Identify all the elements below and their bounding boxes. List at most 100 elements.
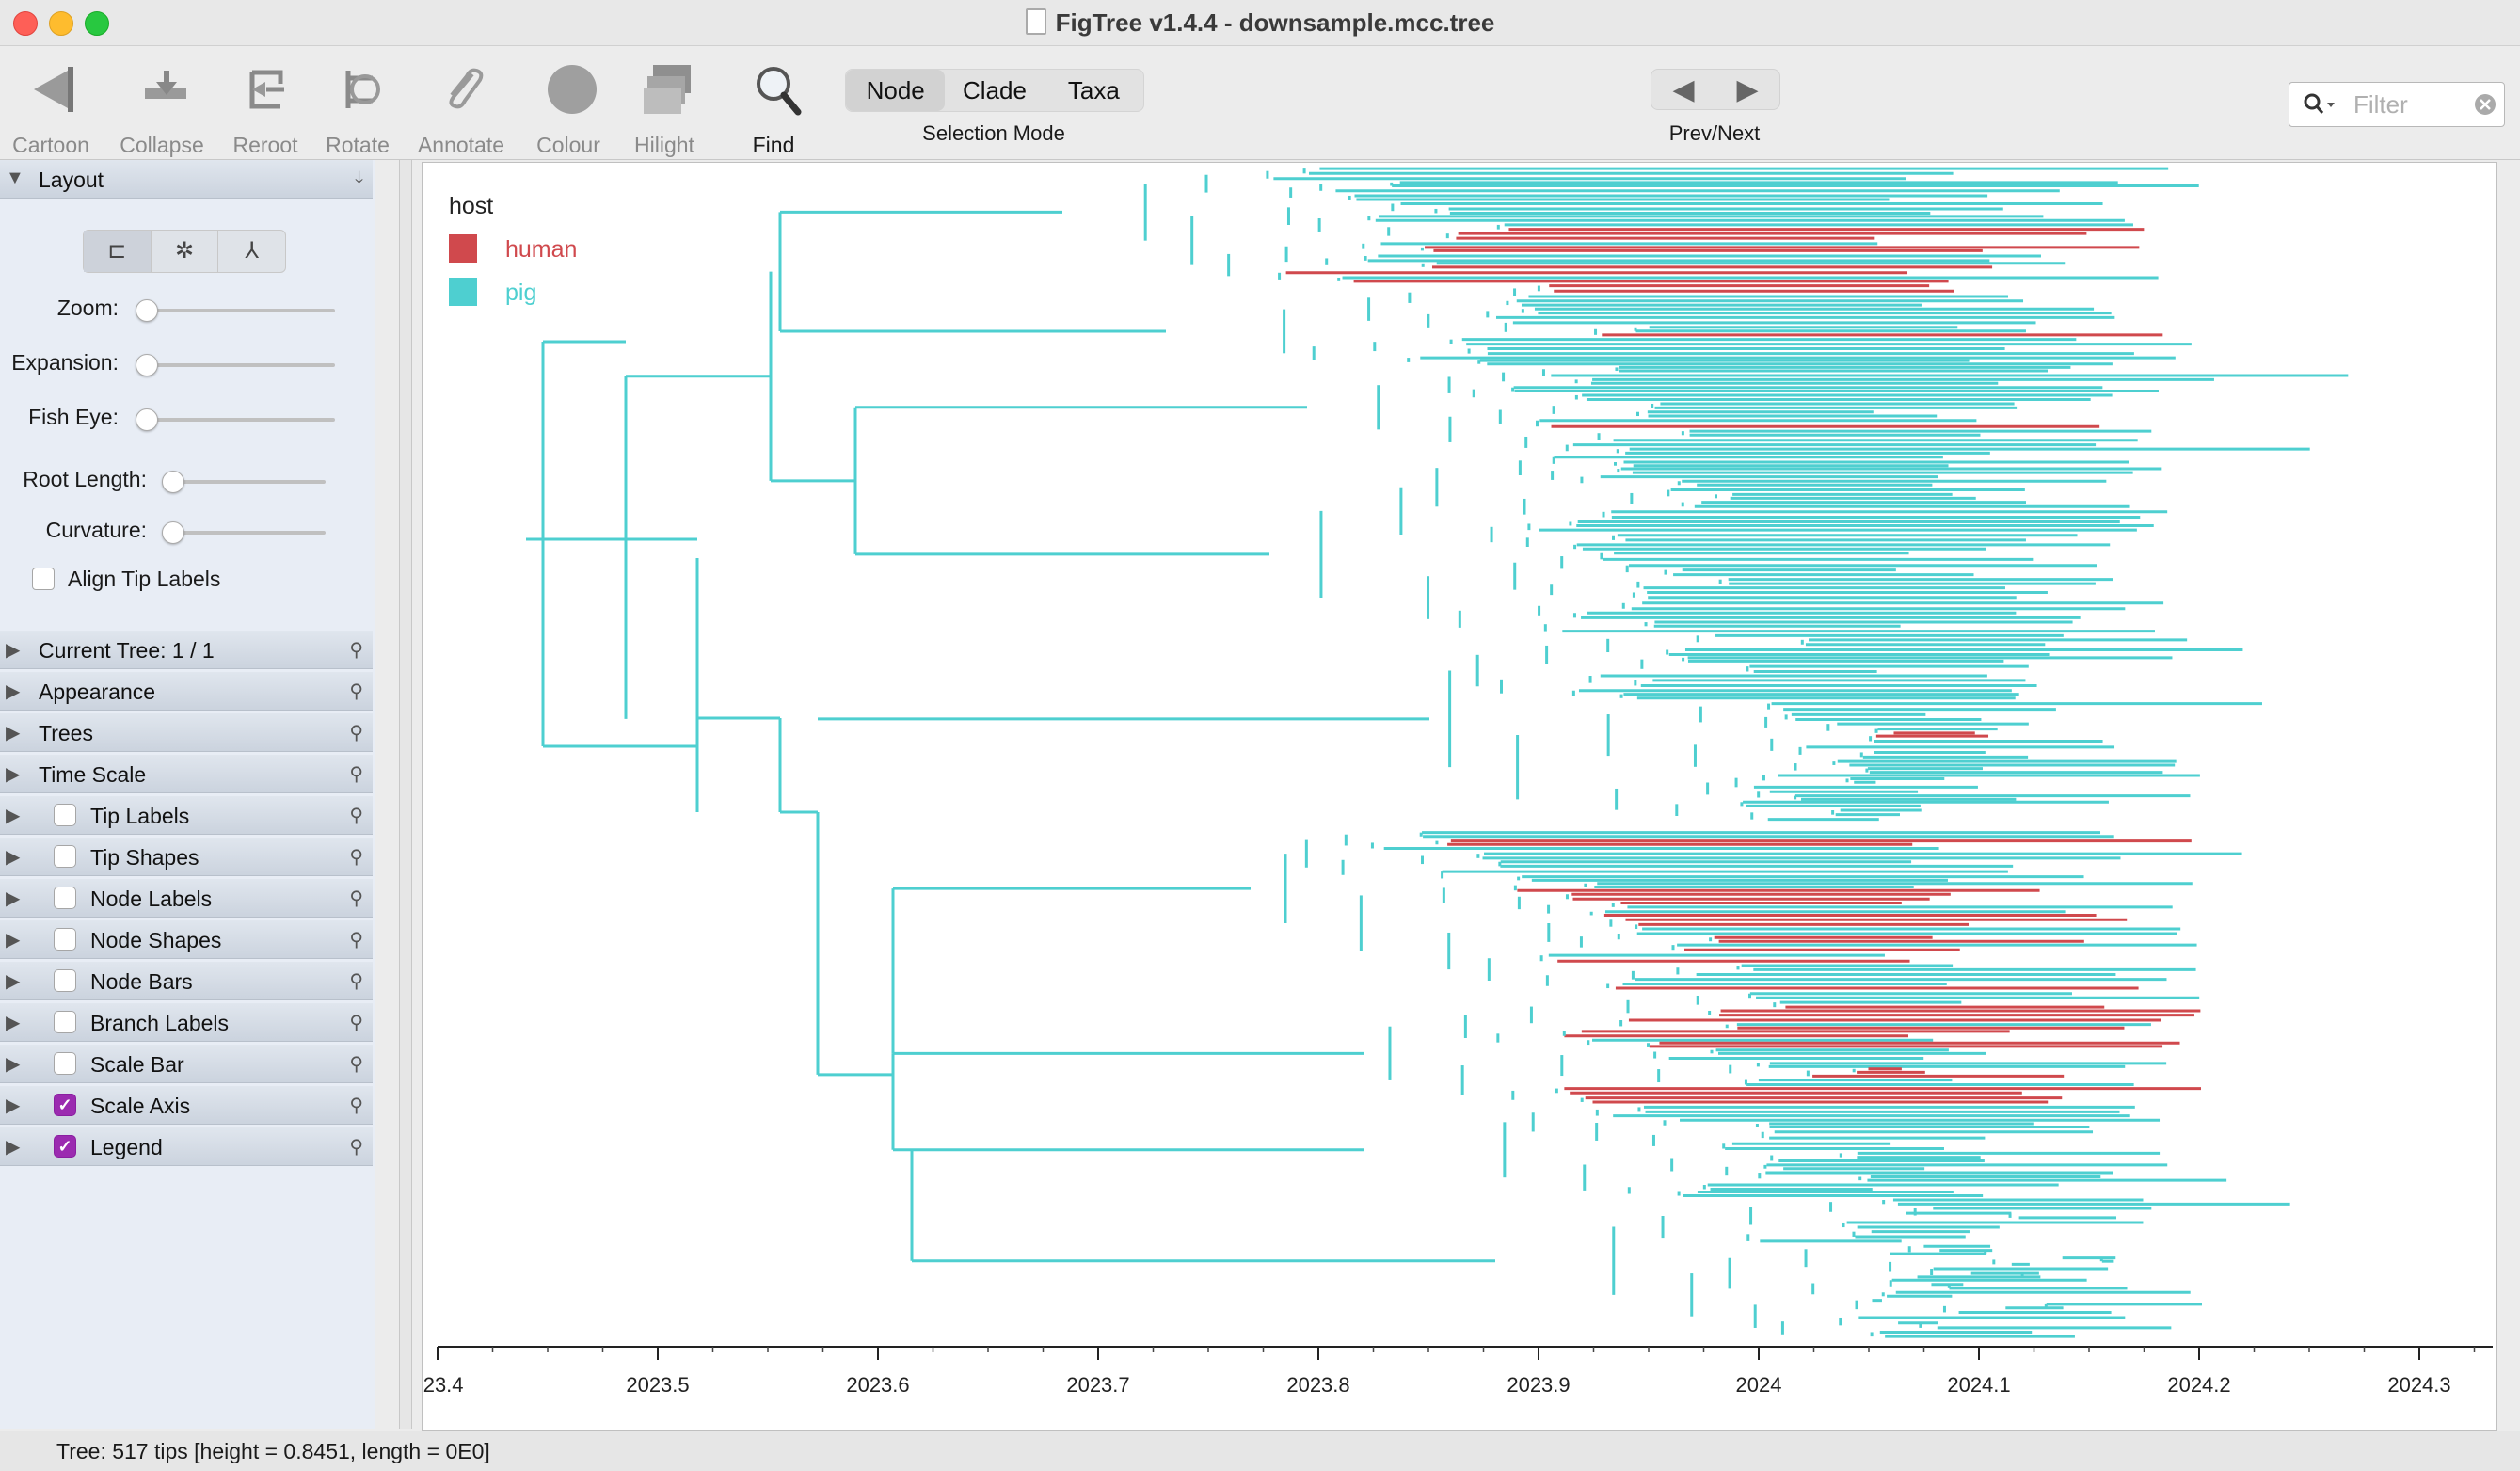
pin-icon[interactable]: ⤓ [355, 168, 363, 188]
root-length-slider-track[interactable] [164, 480, 326, 484]
disclosure-closed-icon[interactable]: ▶ [6, 888, 21, 909]
disclosure-closed-icon[interactable]: ▶ [6, 1013, 21, 1033]
pin-icon[interactable]: ⚲ [349, 930, 363, 951]
collapse-button[interactable]: Collapse [113, 54, 211, 157]
pin-icon[interactable]: ⚲ [349, 1095, 363, 1116]
root-length-slider-knob[interactable] [162, 471, 184, 493]
section-tip-shapes-checkbox[interactable] [54, 845, 76, 868]
section-trees-header[interactable]: ▶ Trees ⚲ [0, 713, 373, 752]
disclosure-closed-icon[interactable]: ▶ [6, 640, 21, 661]
disclosure-closed-icon[interactable]: ▶ [6, 723, 21, 743]
section-node-shapes-checkbox[interactable] [54, 928, 76, 951]
disclosure-closed-icon[interactable]: ▶ [6, 971, 21, 992]
expansion-slider-knob[interactable] [136, 354, 158, 376]
section-scale-bar-checkbox[interactable] [54, 1052, 76, 1075]
pin-icon[interactable]: ⚲ [349, 806, 363, 826]
expansion-slider-track[interactable] [137, 363, 335, 367]
align-tip-labels-checkbox[interactable] [32, 568, 55, 590]
pin-icon[interactable]: ⚲ [349, 1013, 363, 1033]
section-node-bars-label: Node Bars [90, 969, 193, 994]
section-scale-axis-checkbox[interactable]: ✓ [54, 1094, 76, 1116]
zoom-slider-knob[interactable] [136, 299, 158, 322]
pin-icon[interactable]: ⚲ [349, 847, 363, 868]
pin-icon[interactable]: ⚲ [349, 723, 363, 743]
section-node-shapes-header[interactable]: ▶ Node Shapes ⚲ [0, 920, 373, 959]
pin-icon[interactable]: ⚲ [349, 971, 363, 992]
disclosure-open-icon[interactable]: ▼ [6, 168, 24, 188]
section-branch-labels-header[interactable]: ▶ Branch Labels ⚲ [0, 1003, 373, 1042]
selection-mode-taxa[interactable]: Taxa [1067, 76, 1120, 104]
pin-icon[interactable]: ⚲ [349, 1137, 363, 1158]
disclosure-closed-icon[interactable]: ▶ [6, 764, 21, 785]
section-legend-checkbox[interactable]: ✓ [54, 1135, 76, 1158]
section-tip-labels-header[interactable]: ▶ Tip Labels ⚲ [0, 796, 373, 835]
disclosure-closed-icon[interactable]: ▶ [6, 806, 21, 826]
rotate-button[interactable]: Rotate [309, 54, 407, 157]
tree-branches[interactable] [526, 167, 2349, 1338]
selection-mode-clade[interactable]: Clade [963, 76, 1027, 104]
panel-splitter[interactable] [399, 160, 412, 1429]
filter-input[interactable] [2352, 88, 2468, 120]
fisheye-slider-knob[interactable] [136, 408, 158, 431]
radial-layout-icon[interactable]: ⅄ [245, 238, 260, 264]
find-button[interactable]: Find [725, 54, 822, 157]
pin-icon[interactable]: ⚲ [349, 888, 363, 909]
window-title: FigTree v1.4.4 - downsample.mcc.tree [0, 8, 2520, 38]
section-scale-axis-label: Scale Axis [90, 1094, 191, 1118]
selection-mode-node[interactable]: Node [846, 70, 946, 111]
disclosure-closed-icon[interactable]: ▶ [6, 1137, 21, 1158]
maximize-window-button[interactable] [85, 11, 109, 36]
section-node-labels-header[interactable]: ▶ Node Labels ⚲ [0, 879, 373, 918]
section-current-tree-1-1-header[interactable]: ▶ Current Tree: 1 / 1 ⚲ [0, 631, 373, 669]
zoom-slider-row: Zoom: [0, 296, 375, 324]
curvature-label: Curvature: [45, 518, 147, 542]
section-scale-bar-header[interactable]: ▶ Scale Bar ⚲ [0, 1045, 373, 1083]
disclosure-closed-icon[interactable]: ▶ [6, 681, 21, 702]
legend-swatch-pig [449, 278, 477, 306]
section-tip-shapes-header[interactable]: ▶ Tip Shapes ⚲ [0, 838, 373, 876]
rectangular-layout-icon[interactable]: ⊏ [84, 231, 152, 272]
zoom-slider-track[interactable] [137, 309, 335, 312]
close-window-button[interactable] [13, 11, 38, 36]
section-branch-labels-checkbox[interactable] [54, 1011, 76, 1033]
polar-layout-icon[interactable]: ✲ [152, 231, 219, 272]
rotate-icon [345, 71, 380, 108]
fisheye-slider-track[interactable] [137, 418, 335, 422]
disclosure-closed-icon[interactable]: ▶ [6, 1054, 21, 1075]
legend-label-pig: pig [505, 280, 536, 306]
pin-icon[interactable]: ⚲ [349, 640, 363, 661]
curvature-slider-knob[interactable] [162, 521, 184, 544]
section-tip-labels-checkbox[interactable] [54, 804, 76, 826]
disclosure-closed-icon[interactable]: ▶ [6, 1095, 21, 1116]
cartoon-button[interactable]: Cartoon [2, 54, 100, 157]
tree-view[interactable]: host human pig 023.4 2023.5 2023.6 2023.7 2023.… [411, 163, 2496, 1430]
window-title-text: FigTree v1.4.4 - downsample.mcc.tree [1055, 8, 1495, 37]
rotate-label: Rotate [326, 133, 390, 157]
section-node-bars-header[interactable]: ▶ Node Bars ⚲ [0, 962, 373, 1000]
disclosure-closed-icon[interactable]: ▶ [6, 847, 21, 868]
pin-icon[interactable]: ⚲ [349, 681, 363, 702]
tree-canvas[interactable]: host human pig 023.4 2023.5 2023.6 2023.7 2023.… [411, 162, 2497, 1431]
annotate-button[interactable]: Annotate [412, 54, 510, 157]
section-node-bars-checkbox[interactable] [54, 969, 76, 992]
section-time-scale-header[interactable]: ▶ Time Scale ⚲ [0, 755, 373, 793]
clear-filter-icon[interactable] [2474, 93, 2496, 116]
curvature-slider-track[interactable] [164, 531, 326, 535]
expansion-slider-row: Expansion: [0, 350, 375, 378]
reroot-button[interactable]: Reroot [216, 54, 314, 157]
hilight-button[interactable]: Hilight [615, 54, 713, 157]
pin-icon[interactable]: ⚲ [349, 764, 363, 785]
section-appearance-header[interactable]: ▶ Appearance ⚲ [0, 672, 373, 711]
cartoon-icon [34, 67, 73, 112]
section-legend-header[interactable]: ▶ ✓ Legend ⚲ [0, 1127, 373, 1166]
disclosure-closed-icon[interactable]: ▶ [6, 930, 21, 951]
next-arrow-icon[interactable]: ▶ [1736, 74, 1759, 105]
section-scale-axis-header[interactable]: ▶ ✓ Scale Axis ⚲ [0, 1086, 373, 1125]
section-node-labels-checkbox[interactable] [54, 887, 76, 909]
section-layout-header[interactable]: ▼ Layout ⤓ [0, 160, 373, 199]
prev-arrow-icon[interactable]: ◀ [1672, 74, 1695, 105]
colour-button[interactable]: Colour [519, 54, 617, 157]
root-length-label: Root Length: [23, 467, 147, 491]
pin-icon[interactable]: ⚲ [349, 1054, 363, 1075]
minimize-window-button[interactable] [49, 11, 73, 36]
